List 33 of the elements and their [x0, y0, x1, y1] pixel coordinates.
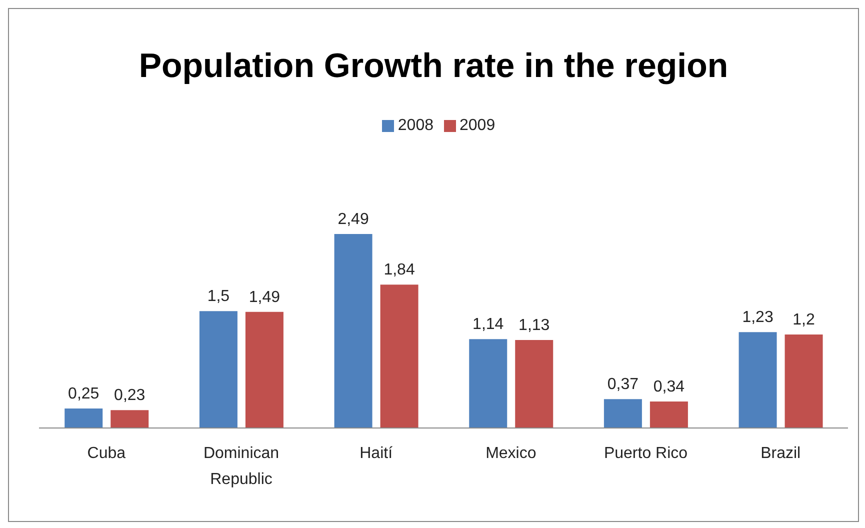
- data-label: 1,2: [792, 312, 816, 329]
- bar: [64, 408, 103, 428]
- bar: [604, 399, 642, 428]
- bar: [650, 402, 688, 428]
- data-label: 2,49: [338, 211, 369, 228]
- legend-label: 2009: [460, 117, 496, 134]
- x-tick-label: Mexico: [486, 445, 536, 462]
- bar: [469, 339, 508, 428]
- data-label: 0,34: [653, 378, 685, 396]
- x-tick-label: Puerto Rico: [604, 445, 688, 462]
- bar: [738, 332, 777, 428]
- bar: [334, 234, 372, 428]
- data-label: 0,37: [607, 376, 639, 394]
- bar: [515, 340, 554, 428]
- legend-label: 2008: [398, 117, 434, 134]
- data-label: 1,84: [384, 262, 415, 279]
- bar: [199, 311, 238, 428]
- data-label: 1,5: [207, 288, 230, 306]
- x-tick-label: Cuba: [87, 445, 126, 462]
- x-tick-label: Dominican Republic: [203, 445, 280, 488]
- data-label: 1,13: [518, 316, 550, 334]
- data-label: 0,23: [114, 387, 146, 404]
- data-label: 1,49: [248, 288, 280, 306]
- chart-title: Population Growth rate in the region: [138, 47, 730, 86]
- bar: [380, 284, 418, 428]
- data-label: 0,25: [68, 386, 100, 403]
- x-tick-label: Brazil: [760, 445, 801, 462]
- data-label: 1,14: [472, 316, 504, 334]
- x-tick-label: Haití: [360, 445, 394, 462]
- bar: [245, 312, 284, 428]
- bar: [784, 334, 823, 428]
- data-label: 1,23: [742, 309, 774, 326]
- bar: [110, 410, 149, 428]
